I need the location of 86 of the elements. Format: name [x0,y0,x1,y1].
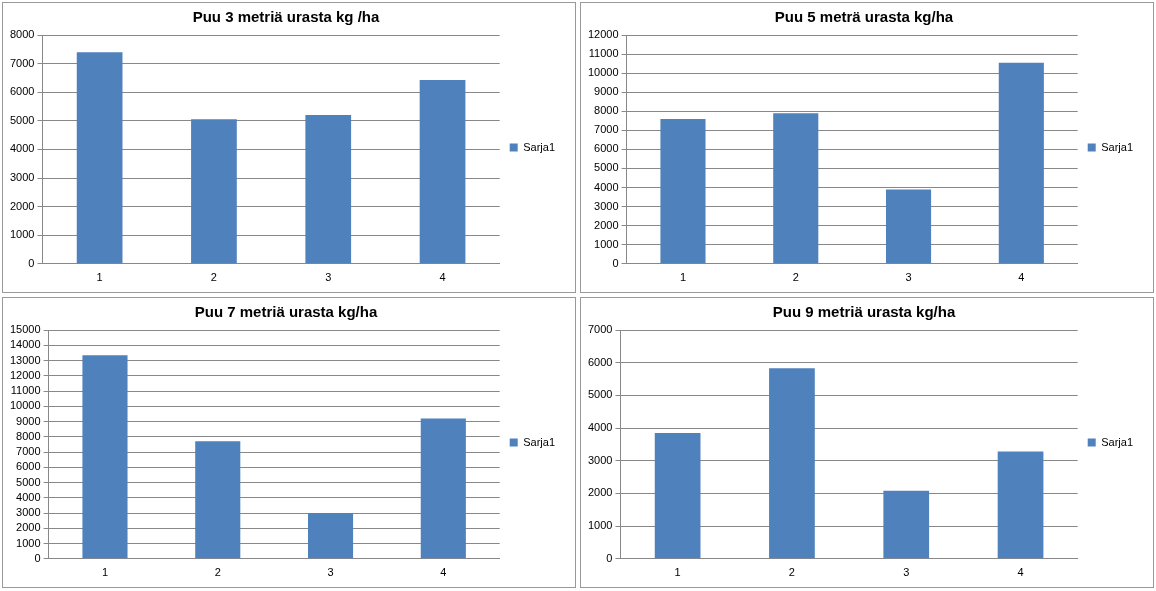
x-tick-label: 3 [325,271,332,284]
y-tick-label: 7000 [9,56,35,69]
y-tick-label: 11000 [588,47,619,60]
y-tick-label: 10000 [587,66,619,79]
y-tick-label: 8000 [16,429,41,442]
y-tick-label: 9000 [16,414,41,427]
y-tick-label: 5000 [587,388,613,401]
y-tick-label: 2000 [16,521,41,534]
y-tick-label: 1000 [9,228,35,241]
bar [769,368,815,559]
x-tick-label: 3 [327,566,334,579]
y-tick-label: 1000 [587,519,613,532]
y-tick-label: 2000 [9,199,35,212]
x-tick-label: 1 [679,271,687,284]
y-tick-label: 6000 [9,85,35,98]
x-tick-label: 2 [214,566,221,579]
bar [191,119,237,264]
y-tick-label: 0 [34,551,41,564]
y-tick-label: 3000 [9,171,35,184]
y-tick-label: 3000 [594,199,619,212]
bar [307,513,354,559]
y-tick-label: 7000 [594,123,619,136]
x-tick-label: 3 [903,566,910,579]
y-tick-label: 15000 [9,323,41,336]
chart-title: Puu 5 meträ urasta kg/ha [774,8,954,26]
bar [305,115,352,264]
chart-title: Puu 3 metriä urasta kg /ha [192,8,381,26]
y-tick-label: 6000 [16,460,41,473]
y-tick-label: 0 [612,256,619,269]
y-tick-label: 5000 [9,113,35,126]
y-tick-label: 10000 [9,399,41,412]
legend-label: Sarja1 [1101,435,1133,448]
y-tick-label: 0 [28,256,35,269]
bar [76,52,123,264]
bar [773,113,819,264]
y-tick-label: 13000 [9,353,41,366]
y-tick-label: 9000 [594,85,619,98]
y-tick-label: 14000 [9,338,41,351]
y-tick-label: 6000 [587,355,613,368]
x-tick-label: 4 [439,271,446,284]
legend-label: Sarja1 [523,435,555,448]
y-tick-label: 7000 [587,323,613,336]
bar [420,418,466,559]
y-tick-label: 3000 [587,453,613,466]
x-tick-label: 2 [210,271,217,284]
y-tick-label: 4000 [587,421,613,434]
bar [195,441,241,559]
y-tick-label: 0 [606,551,613,564]
y-tick-label: 8000 [9,28,35,41]
x-tick-label: 4 [1017,566,1024,579]
y-tick-label: 12000 [9,368,41,381]
y-tick-label: 1000 [16,536,41,549]
legend-label: Sarja1 [523,140,555,153]
chart-title: Puu 9 metriä urasta kg/ha [772,303,956,321]
x-tick-label: 3 [905,271,912,284]
x-tick-label: 2 [792,271,799,284]
x-tick-label: 4 [440,566,447,579]
y-tick-label: 12000 [587,28,619,41]
bar [883,490,930,559]
y-tick-label: 3000 [16,506,41,519]
y-tick-label: 5000 [594,161,619,174]
x-tick-label: 2 [788,566,795,579]
y-tick-label: 7000 [16,445,41,458]
y-tick-label: 2000 [594,218,619,231]
y-tick-label: 11000 [10,384,41,397]
chart-title: Puu 7 metriä urasta kg/ha [194,303,378,321]
y-tick-label: 4000 [16,490,41,503]
y-tick-label: 1000 [594,237,619,250]
x-tick-label: 1 [101,566,109,579]
x-tick-label: 1 [674,566,681,579]
y-tick-label: 4000 [594,180,619,193]
bar [997,451,1044,559]
x-tick-label: 4 [1018,271,1025,284]
y-tick-label: 5000 [16,475,41,488]
bar [82,355,128,559]
y-tick-label: 6000 [594,142,619,155]
bar [998,62,1044,264]
bar [660,118,706,264]
y-tick-label: 4000 [9,142,35,155]
x-tick-label: 1 [96,271,103,284]
bar [885,189,932,264]
legend-label: Sarja1 [1101,140,1133,153]
y-tick-label: 8000 [594,104,619,117]
bar [654,432,701,559]
y-tick-label: 2000 [587,486,613,499]
bar [419,79,466,264]
